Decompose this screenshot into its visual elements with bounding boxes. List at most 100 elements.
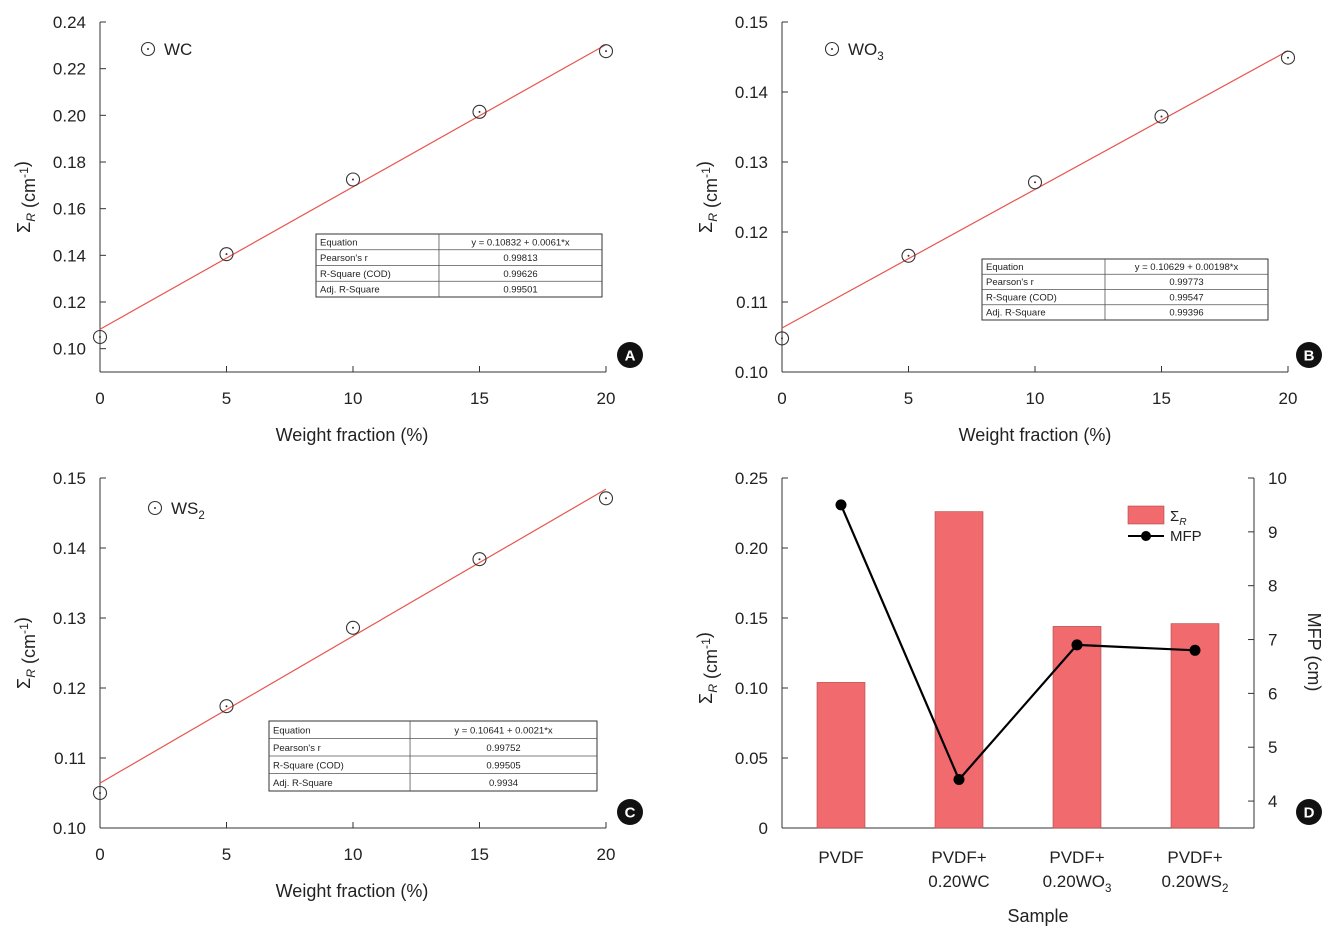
y2-tick-label: 6 bbox=[1268, 684, 1277, 703]
legend-bar-label: ΣR bbox=[1170, 508, 1187, 528]
data-point-center bbox=[605, 497, 607, 500]
x-tick-label: 0 bbox=[95, 389, 104, 408]
y-tick-label: 0.14 bbox=[53, 539, 86, 558]
data-point-center bbox=[352, 178, 354, 181]
legend-label: WS2 bbox=[171, 499, 205, 522]
x-category-label: PVDF+ bbox=[1167, 848, 1222, 867]
y-tick-label: 0.10 bbox=[735, 363, 768, 382]
y-tick-label: 0.20 bbox=[53, 106, 86, 125]
data-point bbox=[219, 699, 234, 714]
fit-table: Equation y = 0.10629 + 0.00198*x Pearson's… bbox=[981, 258, 1269, 321]
fit-table-value: y = 0.10629 + 0.00198*x bbox=[1135, 262, 1239, 273]
legend-marker-center bbox=[831, 48, 833, 50]
data-point bbox=[345, 620, 361, 635]
x-tick-label: 15 bbox=[470, 389, 489, 408]
mfp-point bbox=[1071, 639, 1083, 651]
fit-table-key: Pearson's r bbox=[320, 253, 368, 264]
fit-table-value: 0.99501 bbox=[503, 285, 537, 296]
bar bbox=[1170, 623, 1220, 829]
bar bbox=[816, 682, 866, 829]
x-tick-label: 5 bbox=[904, 389, 913, 408]
mfp-point bbox=[953, 774, 965, 786]
y-tick-label: 0.12 bbox=[53, 293, 86, 312]
x-tick-label: 15 bbox=[1152, 389, 1171, 408]
fit-table-value: y = 0.10832 + 0.0061*x bbox=[471, 237, 569, 248]
y2-tick-label: 7 bbox=[1268, 631, 1277, 650]
fit-table-value: 0.99505 bbox=[486, 761, 520, 772]
x-tick-label: 20 bbox=[1279, 389, 1298, 408]
y-axis-label: ΣR (cm-1) bbox=[694, 161, 721, 233]
x-tick-label: 5 bbox=[222, 845, 231, 864]
data-point bbox=[1027, 175, 1043, 190]
y-tick-label: 0.14 bbox=[735, 83, 768, 102]
bar bbox=[1052, 626, 1102, 829]
y2-tick-label: 5 bbox=[1268, 738, 1277, 757]
legend-label: WC bbox=[164, 40, 192, 59]
fit-table-key: Pearson's r bbox=[273, 743, 321, 754]
legend-label: WO3 bbox=[848, 40, 884, 63]
fit-table-key: Equation bbox=[273, 726, 311, 737]
x-axis-label: Weight fraction (%) bbox=[276, 425, 429, 445]
x-category-label: PVDF+ bbox=[931, 848, 986, 867]
x-axis-label: Weight fraction (%) bbox=[959, 425, 1112, 445]
y-tick-label: 0.15 bbox=[735, 609, 768, 628]
x-axis-label: Weight fraction (%) bbox=[276, 881, 429, 901]
y-tick-label: 0.12 bbox=[53, 679, 86, 698]
y-tick-label: 0.13 bbox=[53, 609, 86, 628]
legend-marker bbox=[147, 500, 163, 516]
legend-line-marker bbox=[1141, 531, 1151, 541]
x-tick-label: 15 bbox=[470, 845, 489, 864]
panel-label: C bbox=[625, 805, 636, 822]
legend-bar-swatch bbox=[1127, 505, 1165, 525]
fit-line bbox=[781, 50, 1289, 329]
y-tick-label: 0.10 bbox=[53, 340, 86, 359]
x-category-label: 0.20WS2 bbox=[1162, 872, 1229, 895]
y-tick-label: 0.18 bbox=[53, 153, 86, 172]
data-point bbox=[472, 104, 487, 119]
x-category-label: 0.20WO3 bbox=[1043, 872, 1112, 895]
y-tick-label: 0.11 bbox=[54, 749, 86, 768]
y-axis-label: ΣR (cm-1) bbox=[12, 617, 39, 689]
x-tick-label: 20 bbox=[597, 845, 616, 864]
data-point bbox=[1154, 109, 1169, 124]
fit-table-key: Adj. R-Square bbox=[986, 308, 1046, 319]
y2-tick-label: 10 bbox=[1268, 469, 1287, 488]
legend-line-label: MFP bbox=[1170, 528, 1202, 545]
y-tick-label: 0.22 bbox=[53, 60, 86, 79]
y-tick-label: 0.11 bbox=[736, 293, 768, 312]
y-tick-label: 0.16 bbox=[53, 200, 86, 219]
fit-table-key: R-Square (COD) bbox=[320, 269, 391, 280]
fit-table-key: Adj. R-Square bbox=[273, 778, 333, 789]
x-category-label: PVDF+ bbox=[1049, 848, 1104, 867]
x-tick-label: 20 bbox=[597, 389, 616, 408]
data-point-center bbox=[1034, 181, 1036, 184]
data-point bbox=[92, 785, 108, 801]
y-tick-label: 0.15 bbox=[735, 13, 768, 32]
data-point bbox=[1280, 50, 1296, 65]
data-point-center bbox=[478, 558, 481, 561]
data-point bbox=[219, 247, 234, 262]
panel-label: A bbox=[625, 348, 636, 365]
x-tick-label: 0 bbox=[95, 845, 104, 864]
panel-label: D bbox=[1304, 805, 1315, 822]
panel-A: 0.10 0.12 0.14 0.16 0.18 0.20 0.22 0.24 0 5 10 15 20… bbox=[12, 13, 643, 445]
data-point-center bbox=[225, 253, 228, 256]
fit-table-key: Equation bbox=[986, 262, 1024, 273]
y-tick-label: 0.24 bbox=[53, 13, 86, 32]
y2-axis-label: MFP (cm) bbox=[1304, 613, 1322, 692]
data-point bbox=[345, 172, 361, 187]
data-point bbox=[472, 552, 487, 567]
x-tick-label: 0 bbox=[777, 389, 786, 408]
fit-table-value: 0.99813 bbox=[503, 253, 537, 264]
y-tick-label: 0.13 bbox=[735, 153, 768, 172]
fit-table: Equation y = 0.10832 + 0.0061*x Pearson's … bbox=[315, 233, 603, 298]
fit-table: Equation y = 0.10641 + 0.0021*x Pearson's … bbox=[268, 720, 598, 792]
fit-table-value: 0.9934 bbox=[489, 778, 518, 789]
data-point bbox=[901, 248, 916, 263]
y-tick-label: 0.10 bbox=[53, 819, 86, 838]
fit-table-value: 0.99547 bbox=[1169, 292, 1203, 303]
x-tick-label: 10 bbox=[1026, 389, 1045, 408]
y-axis-label: ΣR (cm-1) bbox=[694, 632, 721, 704]
panel-badge bbox=[617, 342, 643, 368]
